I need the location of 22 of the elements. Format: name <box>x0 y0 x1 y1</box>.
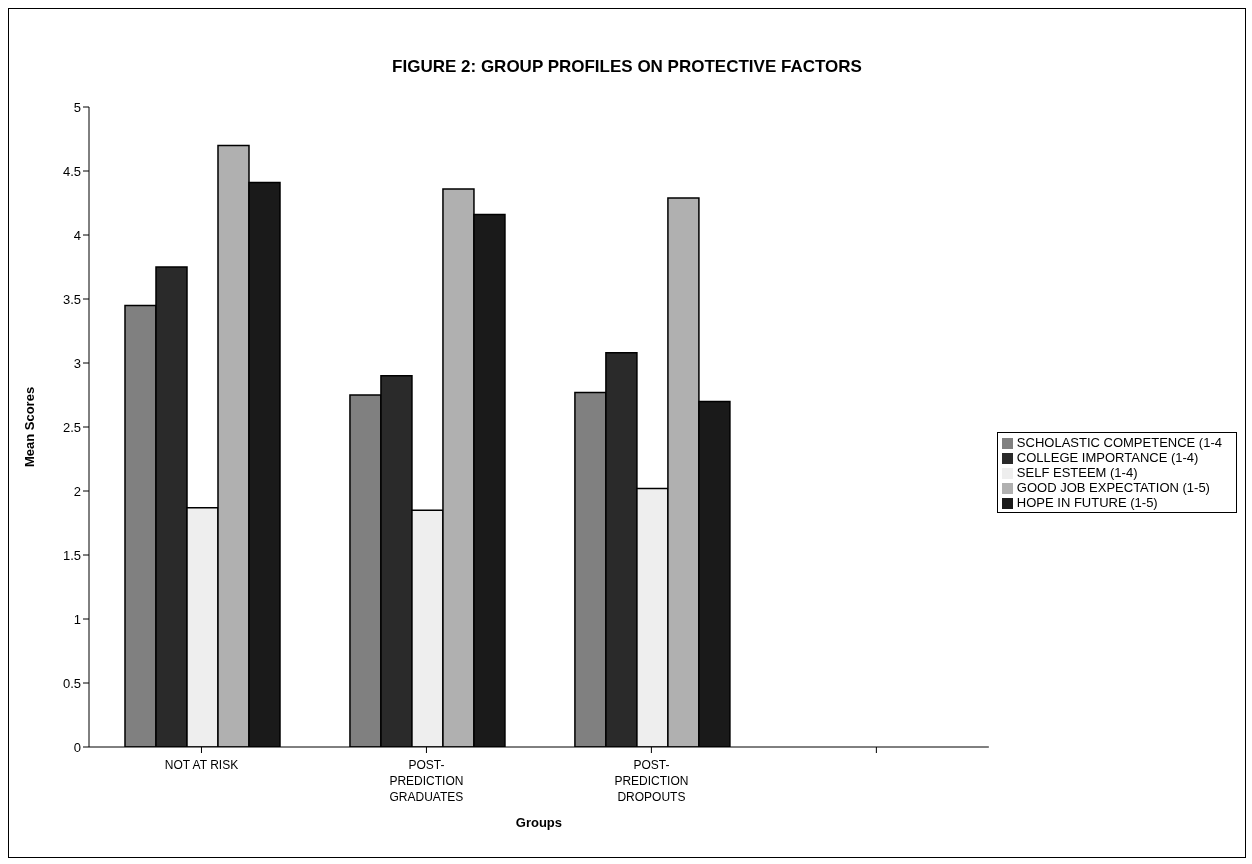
chart-title: FIGURE 2: GROUP PROFILES ON PROTECTIVE FACTORS <box>391 57 863 78</box>
legend-label: COLLEGE IMPORTANCE (1-4) <box>1016 449 1199 465</box>
legend-label: SELF ESTEEM (1-4) <box>1016 464 1138 480</box>
legend-label: HOPE IN FUTURE (1-5) <box>1016 494 1158 510</box>
y-tick-label: 2 <box>73 483 81 499</box>
y-tick-label: 4.5 <box>62 163 81 179</box>
y-tick-label: 0 <box>73 739 81 755</box>
y-tick-label: 3 <box>73 355 81 371</box>
y-tick-label: 4 <box>73 227 81 243</box>
y-tick-label: 1.5 <box>62 547 81 563</box>
x-tick-label: NOT AT RISK <box>164 758 239 772</box>
x-tick-label: POST- PREDICTION DROPOUTS <box>614 758 689 804</box>
x-axis-title: Groups <box>515 815 563 830</box>
y-tick-label: 2.5 <box>62 419 81 435</box>
y-tick-label: 0.5 <box>62 675 81 691</box>
legend-label: SCHOLASTIC COMPETENCE (1-4 <box>1016 434 1222 450</box>
y-axis-title: Mean Scores <box>21 386 37 468</box>
y-tick-label: 5 <box>73 99 81 115</box>
legend-label: GOOD JOB EXPECTATION (1-5) <box>1016 479 1210 495</box>
x-tick-label: POST- PREDICTION GRADUATES <box>389 758 464 804</box>
y-tick-label: 3.5 <box>62 291 81 307</box>
y-tick-label: 1 <box>73 611 81 627</box>
